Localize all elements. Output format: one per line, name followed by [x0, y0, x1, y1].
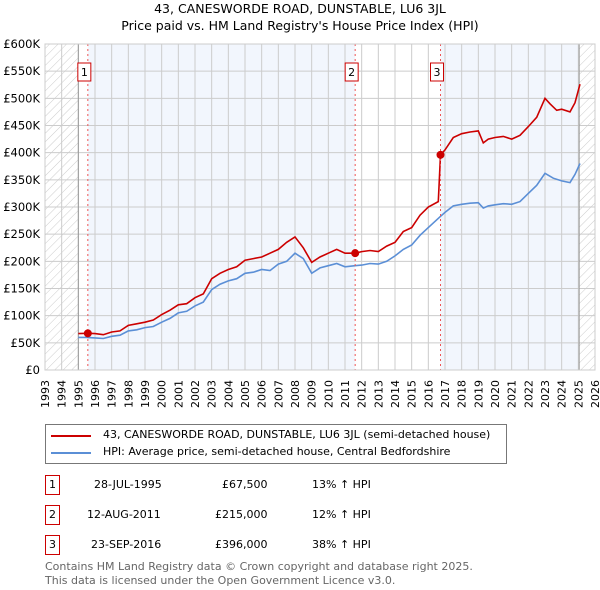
sale-date: 23-SEP-2016 [91, 538, 162, 551]
y-tick-label: £450K [3, 119, 40, 133]
x-tick-label: 2011 [339, 380, 352, 408]
x-tick-label: 2001 [172, 380, 185, 408]
sale-marker-badge: 1 [45, 475, 60, 495]
price-chart: 43, CANESWORDE ROAD, DUNSTABLE, LU6 3JL … [3, 1, 600, 408]
sale-marker-box [344, 62, 359, 82]
x-tick-label: 2024 [556, 380, 569, 408]
sale-price: £215,000 [215, 508, 268, 521]
y-tick-label: £500K [3, 91, 40, 105]
x-tick-label: 2022 [522, 380, 535, 408]
x-tick-label: 2002 [189, 380, 202, 408]
sale-hpi-diff: 13% ↑ HPI [312, 478, 371, 491]
sale-marker-box [430, 62, 444, 82]
sale-marker-label: 2 [348, 66, 355, 79]
y-tick-label: £550K [3, 64, 40, 78]
x-tick-label: 2025 [572, 380, 585, 408]
chart-subtitle: Price paid vs. HM Land Registry's House … [121, 18, 478, 33]
chart-title: 43, CANESWORDE ROAD, DUNSTABLE, LU6 3JL [154, 1, 446, 16]
x-tick-label: 2019 [472, 380, 485, 408]
y-tick-label: £300K [3, 200, 40, 214]
x-tick-label: 1997 [106, 380, 119, 408]
y-tick-label: £200K [3, 254, 40, 268]
sale-hpi-diff: 38% ↑ HPI [312, 538, 371, 551]
x-tick-label: 2013 [372, 380, 385, 408]
x-tick-label: 2021 [506, 380, 519, 408]
legend-label: HPI: Average price, semi-detached house,… [103, 445, 451, 458]
x-tick-label: 1996 [89, 380, 102, 408]
sale-marker-label: 1 [81, 66, 88, 79]
legend: 43, CANESWORDE ROAD, DUNSTABLE, LU6 3JL … [45, 424, 507, 464]
y-tick-label: £250K [3, 227, 40, 241]
x-tick-label: 1999 [139, 380, 152, 408]
x-tick-label: 2009 [306, 380, 319, 408]
x-tick-label: 2017 [439, 380, 452, 408]
price-paid-line [78, 83, 581, 336]
sale-price: £396,000 [215, 538, 268, 551]
y-tick-label: £50K [11, 336, 41, 350]
plot-border [44, 43, 596, 371]
sale-point [351, 249, 360, 258]
x-tick-label: 2006 [256, 380, 269, 408]
y-tick-label: £350K [3, 173, 40, 187]
sale-point [436, 150, 445, 159]
x-tick-label: 2015 [406, 380, 419, 408]
y-tick-label: £600K [3, 37, 40, 51]
blue-line-swatch [51, 452, 91, 454]
legend-label: 43, CANESWORDE ROAD, DUNSTABLE, LU6 3JL … [103, 428, 491, 441]
sale-point [83, 329, 92, 338]
sale-marker-badge: 3 [45, 535, 60, 555]
sale-marker-label: 3 [434, 66, 441, 79]
x-tick-label: 2026 [589, 380, 600, 408]
x-tick-label: 2004 [222, 380, 235, 408]
x-tick-label: 2012 [356, 380, 369, 408]
y-tick-label: £150K [3, 282, 40, 296]
x-tick-label: 2008 [289, 380, 302, 408]
x-tick-label: 1994 [56, 380, 69, 408]
sale-marker-box [77, 62, 92, 82]
hpi-line [78, 163, 581, 340]
sale-price: £67,500 [222, 478, 268, 491]
x-tick-label: 2018 [456, 380, 469, 408]
x-tick-label: 1993 [39, 380, 52, 408]
x-tick-label: 1995 [72, 380, 85, 408]
x-tick-label: 2005 [239, 380, 252, 408]
x-tick-label: 2020 [489, 380, 502, 408]
y-tick-label: £100K [3, 309, 40, 323]
sale-date: 12-AUG-2011 [87, 508, 161, 521]
sale-hpi-diff: 12% ↑ HPI [312, 508, 371, 521]
x-tick-label: 2023 [539, 380, 552, 408]
footer-copyright: Contains HM Land Registry data © Crown c… [45, 560, 473, 573]
x-tick-label: 1998 [122, 380, 135, 408]
sale-date: 28-JUL-1995 [94, 478, 162, 491]
x-tick-label: 2007 [272, 380, 285, 408]
red-line-swatch [51, 435, 91, 437]
x-tick-label: 2016 [422, 380, 435, 408]
x-tick-label: 2014 [389, 380, 402, 408]
footer-licence: This data is licensed under the Open Gov… [45, 574, 396, 587]
x-tick-label: 2000 [156, 380, 169, 408]
y-tick-label: £400K [3, 146, 40, 160]
y-tick-label: £0 [25, 363, 40, 377]
sale-marker-badge: 2 [45, 505, 60, 525]
x-tick-label: 2010 [322, 380, 335, 408]
x-tick-label: 2003 [206, 380, 219, 408]
